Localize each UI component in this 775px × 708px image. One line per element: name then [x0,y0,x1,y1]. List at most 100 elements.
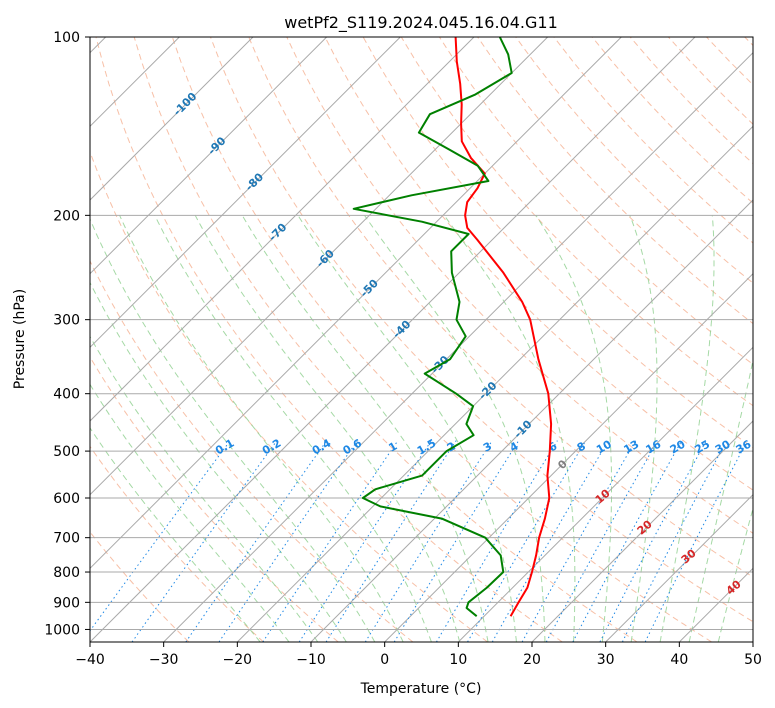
x-tick-label: 20 [523,652,541,668]
dry-adiabat [515,37,753,284]
dewpoint-profile [352,37,513,617]
dry-adiabat [90,445,264,642]
isotherm-line [605,493,753,642]
isotherm-line [90,37,475,422]
dry-adiabat [324,37,753,491]
mixing-ratio-label: 36 [734,437,754,456]
y-tick-label: 400 [53,387,80,403]
mixing-ratio-label: 3 [481,440,494,455]
mixing-ratio-label: 1.5 [415,437,438,458]
mixing-ratio-line [90,440,231,632]
isotherm-line [90,37,696,642]
dry-adiabat [744,37,753,47]
isotherm-line [384,272,753,642]
moist-adiabat [364,215,546,642]
y-axis: 100 200 300 400 500 600 700 800 900 1000 [44,30,90,638]
y-tick-label: 200 [53,208,80,224]
moist-adiabat [90,335,319,642]
theta-label: 10 [593,486,613,506]
y-tick-label: 100 [53,30,80,46]
moist-adiabat [629,215,658,642]
dry-adiabat [210,37,753,623]
x-tick-label: 10 [449,652,467,668]
moist-adiabat [154,215,432,642]
theta-label: 20 [635,517,655,537]
x-tick-label: 40 [670,652,688,668]
moist-adiabat [90,281,347,642]
moist-adiabat [119,215,404,642]
mixing-ratio-line [185,440,328,642]
mixing-ratio-label: 8 [575,439,588,454]
isotherm-label: -20 [476,379,499,402]
y-tick-label: 600 [53,491,80,507]
isotherm-label: -90 [205,134,228,157]
isotherm-line [310,199,753,642]
dry-adiabat [286,37,753,534]
y-tick-label: 700 [53,531,80,547]
mixing-ratio-line [262,440,399,642]
chart-title: wetPf2_S119.2024.045.16.04.G11 [284,13,558,33]
background-lines [90,37,753,642]
temperature-profile [454,37,553,617]
theta-label: 30 [679,546,699,566]
mixing-ratio-line [545,440,659,642]
dry-adiabat [90,531,190,642]
mixing-ratio-line [572,440,683,642]
mixing-ratio-label: 25 [692,438,712,457]
x-tick-label: −20 [223,652,253,668]
mixing-ratio-line [491,440,609,642]
mixing-ratio-line [218,440,358,642]
mixing-ratio-line [393,440,520,642]
dry-adiabat [438,37,753,366]
isotherm-line [90,37,549,496]
isotherm-line [90,37,401,349]
mixing-ratio-line [131,440,278,642]
y-tick-label: 300 [53,313,80,329]
isotherm-line [752,641,753,642]
mixing-ratio-label: 13 [621,438,641,457]
mixing-ratio-line [325,440,457,642]
dry-adiabat [90,150,488,642]
x-tick-label: −30 [149,652,179,668]
dry-adiabat [95,37,563,642]
isotherm-label: -40 [390,318,413,341]
x-tick-label: 50 [744,652,762,668]
pressure-gridlines [90,37,753,630]
moist-adiabat [688,358,753,642]
isotherm-line [163,51,753,642]
mixing-ratio-label: 0.6 [341,436,365,457]
isotherm-line [457,346,753,642]
x-tick-label: 0 [380,652,389,668]
isotherm-line [236,125,753,642]
mixing-ratio-label: 6 [546,439,559,454]
moist-adiabat [443,215,576,642]
plot-frame [89,36,754,643]
isotherm-label: -70 [266,221,289,244]
mixing-ratio-line [599,440,707,642]
mixing-ratio-label: 30 [713,437,733,456]
y-tick-label: 900 [53,595,80,611]
dry-adiabat [90,259,414,642]
moist-adiabat [90,383,290,642]
moist-adiabat [90,217,376,642]
mixing-ratio-line [621,440,728,642]
mixing-ratio-label: 0.2 [260,437,283,458]
isotherm-label: -50 [358,276,381,299]
profiles [352,37,553,617]
x-axis-title: Temperature (°C) [360,681,482,697]
y-tick-label: 800 [53,565,80,581]
moist-adiabat [659,215,715,642]
dry-adiabat [90,356,339,642]
mixing-ratio-line [644,440,748,642]
moist-adiabat [535,215,612,642]
moist-adiabat [90,427,261,642]
mixing-ratio-line [521,440,637,642]
y-axis-title: Pressure (hPa) [12,289,28,389]
dry-adiabat [133,37,638,642]
mixing-ratio-line [435,440,558,642]
x-axis: −40 −30 −20 −10 0 10 20 30 40 50 [75,642,762,668]
dry-adiabat [171,37,712,642]
mixing-ratio-line [364,440,493,642]
dry-adiabat [248,37,753,578]
